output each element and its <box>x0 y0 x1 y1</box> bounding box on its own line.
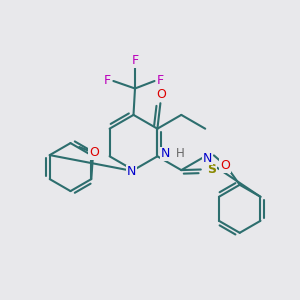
Text: N: N <box>126 165 136 178</box>
Text: F: F <box>157 74 164 88</box>
Text: N: N <box>161 147 170 161</box>
Text: S: S <box>207 163 216 176</box>
Text: O: O <box>89 146 99 160</box>
Text: N: N <box>203 152 212 165</box>
Text: H: H <box>176 147 184 160</box>
Text: F: F <box>104 74 111 88</box>
Text: O: O <box>156 88 166 101</box>
Text: O: O <box>220 159 230 172</box>
Text: F: F <box>131 54 139 67</box>
